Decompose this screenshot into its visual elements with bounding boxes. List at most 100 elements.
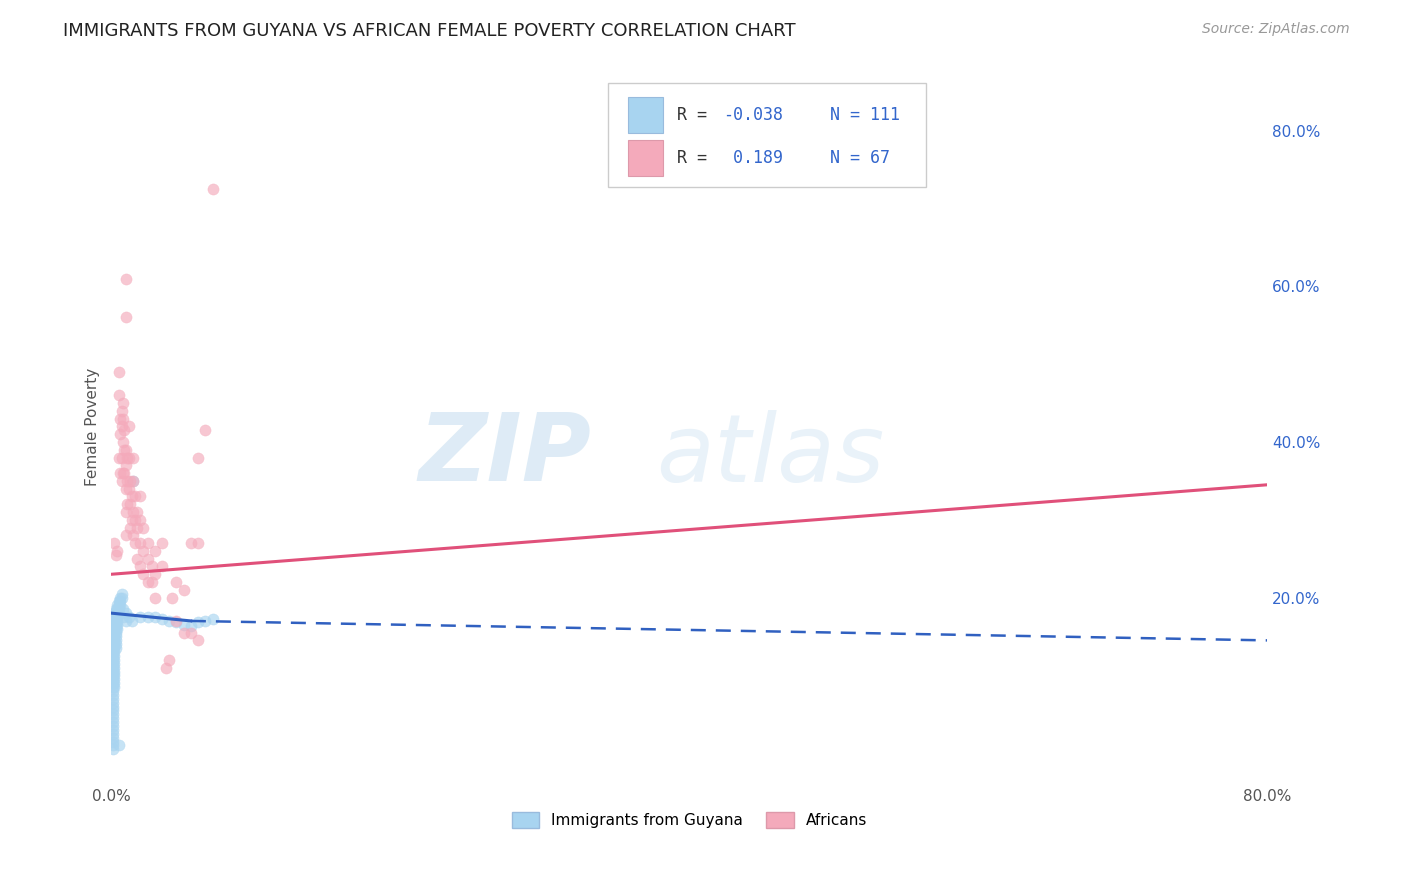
Point bbox=[112, 442, 135, 457]
Point bbox=[129, 536, 152, 550]
Point bbox=[101, 734, 124, 748]
Point bbox=[110, 419, 132, 434]
Point bbox=[101, 723, 124, 737]
Point bbox=[180, 536, 202, 550]
Point bbox=[111, 466, 134, 480]
Point bbox=[108, 599, 131, 613]
Point bbox=[108, 591, 131, 605]
Text: ZIP: ZIP bbox=[418, 409, 591, 501]
Text: Source: ZipAtlas.com: Source: ZipAtlas.com bbox=[1202, 22, 1350, 37]
Point bbox=[132, 567, 155, 582]
Point bbox=[101, 617, 124, 632]
Point bbox=[173, 617, 195, 632]
Point bbox=[110, 587, 132, 601]
Point bbox=[110, 474, 132, 488]
Point bbox=[103, 673, 125, 687]
Point bbox=[155, 660, 177, 674]
Point bbox=[115, 482, 138, 496]
Point bbox=[101, 691, 124, 706]
Point bbox=[101, 668, 124, 682]
Point bbox=[157, 653, 180, 667]
Point bbox=[101, 657, 124, 671]
Point bbox=[104, 633, 127, 648]
Text: R =: R = bbox=[676, 149, 717, 167]
Point bbox=[103, 610, 125, 624]
Text: R =: R = bbox=[676, 106, 717, 124]
Point bbox=[187, 450, 209, 465]
Point bbox=[118, 482, 141, 496]
Point bbox=[101, 707, 124, 722]
Point bbox=[122, 474, 145, 488]
Text: IMMIGRANTS FROM GUYANA VS AFRICAN FEMALE POVERTY CORRELATION CHART: IMMIGRANTS FROM GUYANA VS AFRICAN FEMALE… bbox=[63, 22, 796, 40]
Point bbox=[101, 703, 124, 717]
FancyBboxPatch shape bbox=[609, 83, 927, 186]
Point bbox=[165, 615, 187, 630]
Point bbox=[107, 606, 129, 620]
Point bbox=[180, 625, 202, 640]
Point bbox=[122, 505, 145, 519]
FancyBboxPatch shape bbox=[628, 97, 662, 133]
Point bbox=[101, 610, 124, 624]
Point bbox=[124, 536, 146, 550]
Point bbox=[120, 520, 142, 534]
Point bbox=[136, 574, 159, 589]
Point bbox=[141, 559, 163, 574]
Point bbox=[101, 731, 124, 745]
Point bbox=[101, 660, 124, 674]
Point bbox=[108, 466, 131, 480]
Point bbox=[129, 610, 152, 624]
Point bbox=[103, 668, 125, 682]
Point bbox=[107, 388, 129, 402]
Point bbox=[165, 574, 187, 589]
Point bbox=[194, 614, 217, 628]
Point bbox=[129, 559, 152, 574]
Point bbox=[103, 637, 125, 651]
Point bbox=[129, 513, 152, 527]
Point bbox=[122, 474, 145, 488]
Point bbox=[103, 606, 125, 620]
Point bbox=[107, 365, 129, 379]
Point bbox=[104, 617, 127, 632]
Point bbox=[115, 528, 138, 542]
Point bbox=[173, 625, 195, 640]
Point bbox=[103, 657, 125, 671]
Point bbox=[101, 630, 124, 644]
Point bbox=[111, 396, 134, 410]
Point bbox=[103, 648, 125, 663]
Point bbox=[129, 490, 152, 504]
Point bbox=[115, 271, 138, 285]
Point bbox=[122, 528, 145, 542]
Point bbox=[110, 404, 132, 418]
Y-axis label: Female Poverty: Female Poverty bbox=[86, 368, 100, 485]
Point bbox=[103, 630, 125, 644]
Point bbox=[101, 633, 124, 648]
Point bbox=[132, 520, 155, 534]
Point bbox=[115, 458, 138, 473]
Point bbox=[105, 602, 128, 616]
Point bbox=[110, 450, 132, 465]
Point bbox=[105, 599, 128, 613]
Point bbox=[101, 645, 124, 659]
Point bbox=[132, 544, 155, 558]
Point bbox=[104, 602, 127, 616]
Point bbox=[101, 715, 124, 730]
Point bbox=[101, 622, 124, 636]
Point bbox=[165, 614, 187, 628]
Point bbox=[136, 551, 159, 566]
Point bbox=[103, 660, 125, 674]
Point bbox=[101, 676, 124, 690]
Point bbox=[101, 680, 124, 694]
Point bbox=[111, 602, 134, 616]
Point bbox=[136, 536, 159, 550]
Point bbox=[105, 606, 128, 620]
Point bbox=[103, 653, 125, 667]
Point bbox=[104, 606, 127, 620]
Point bbox=[103, 622, 125, 636]
Point bbox=[101, 727, 124, 741]
Text: N = 111: N = 111 bbox=[810, 106, 900, 124]
Point bbox=[104, 548, 127, 562]
Point bbox=[105, 610, 128, 624]
Point bbox=[115, 310, 138, 325]
Point bbox=[108, 594, 131, 608]
Point bbox=[104, 637, 127, 651]
